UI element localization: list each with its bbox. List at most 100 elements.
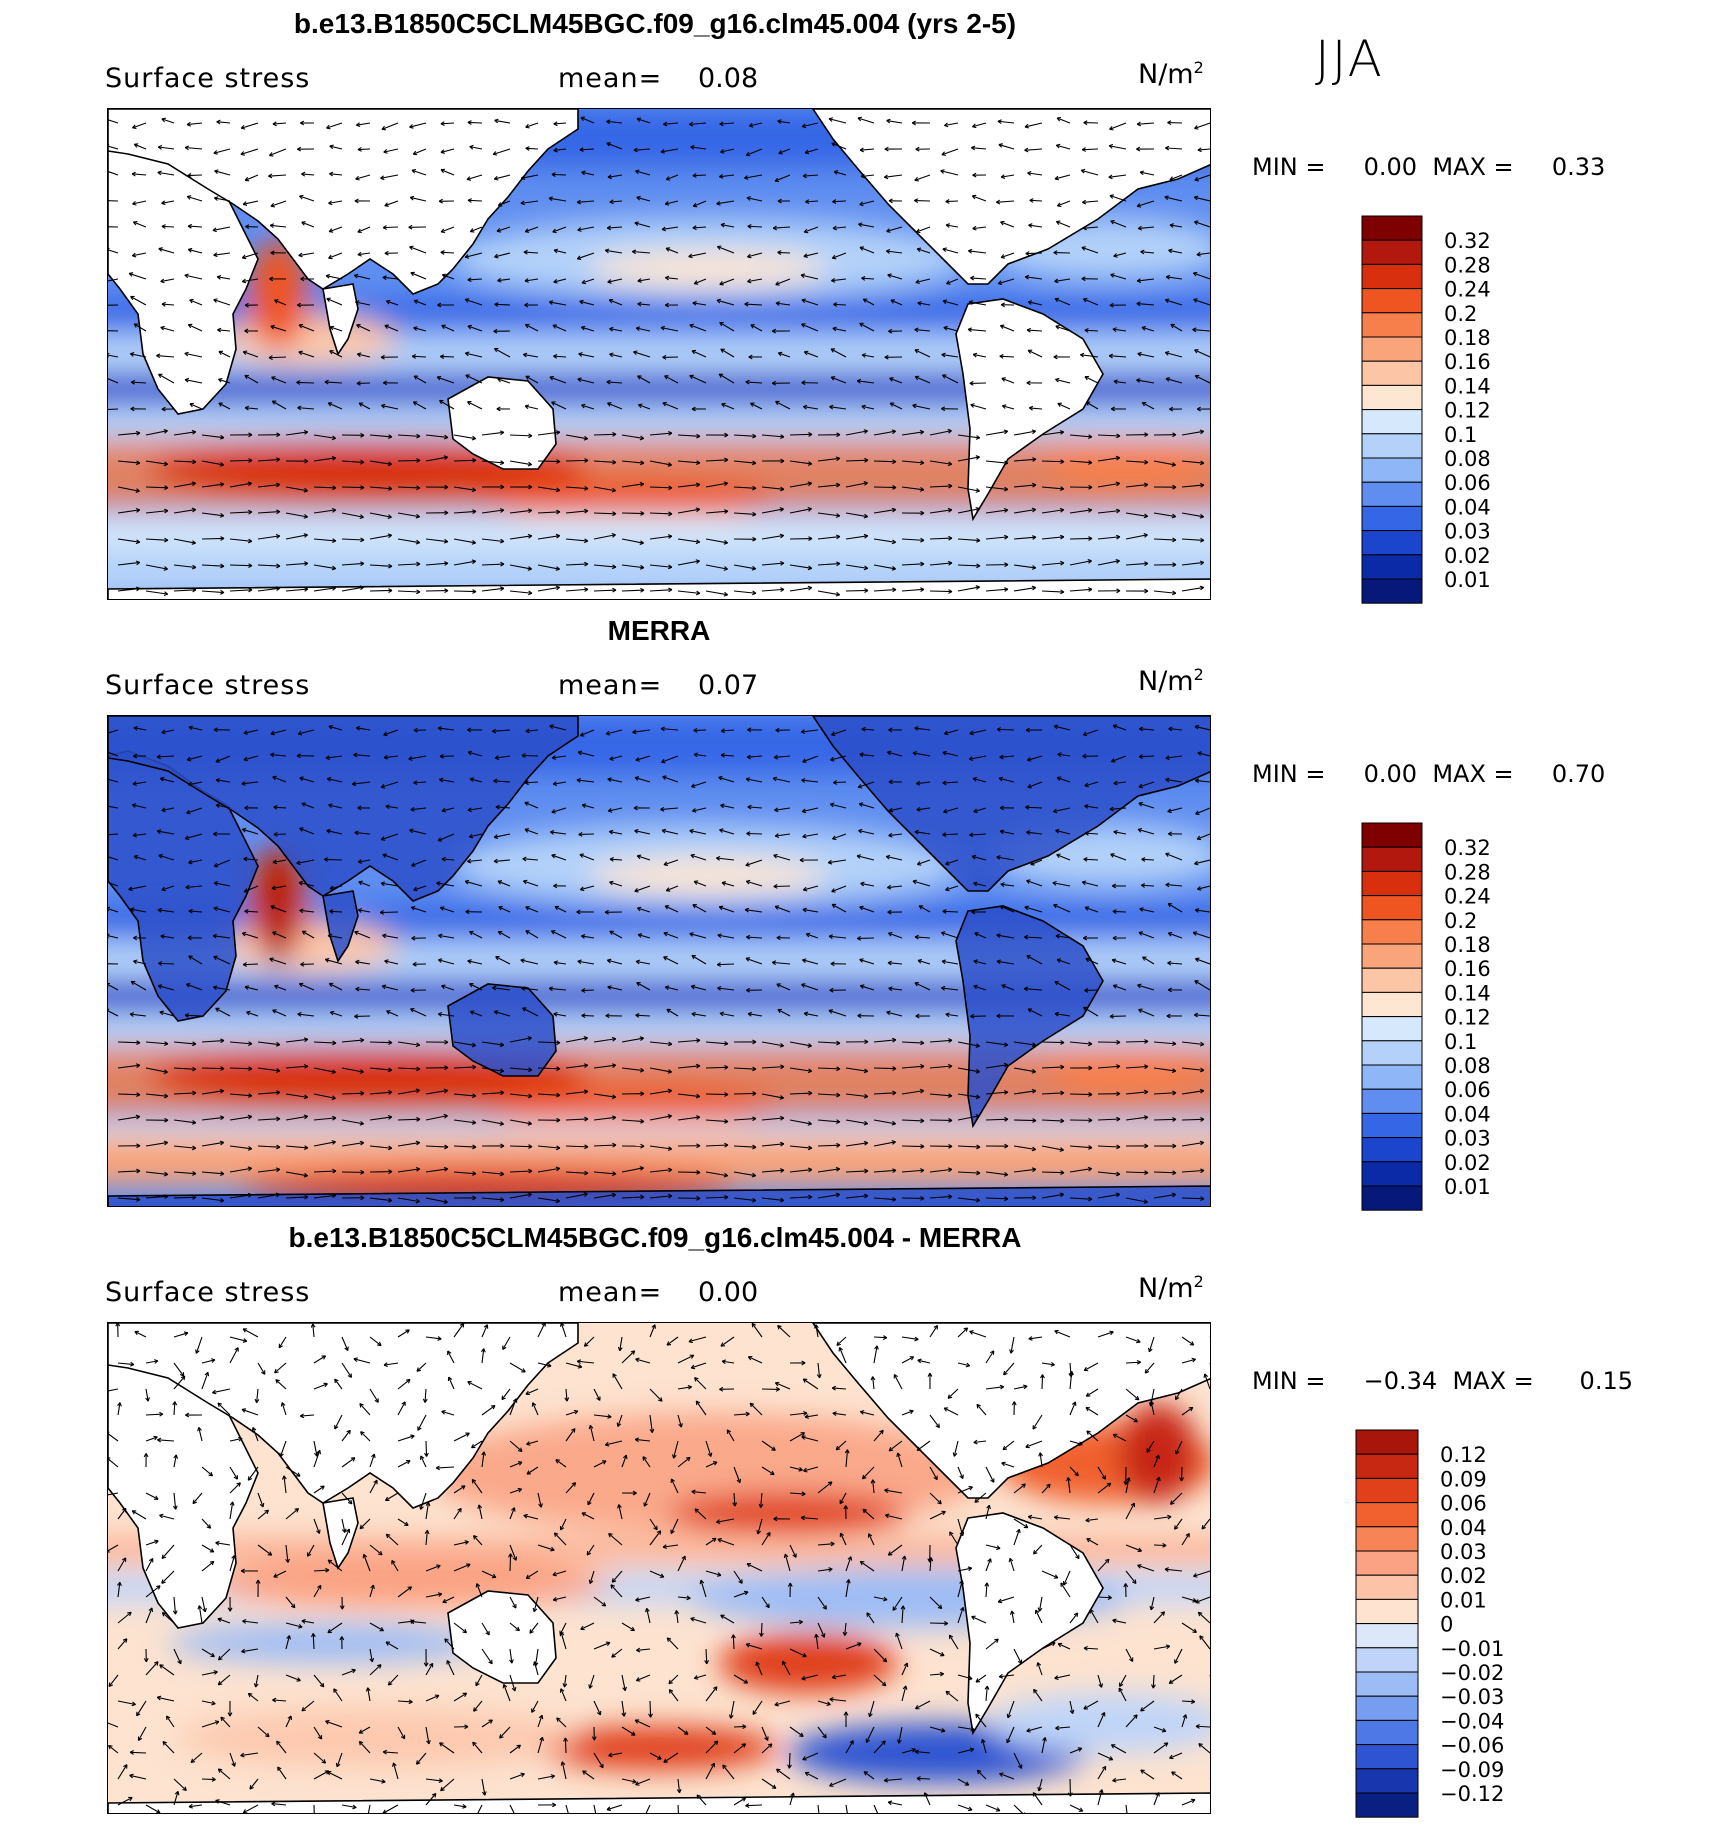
min-max-readout: MIN = 0.00 MAX = 0.70 xyxy=(1252,760,1605,788)
units-label: N/m2 xyxy=(1138,665,1204,697)
colorbar-swatch xyxy=(1362,313,1422,337)
colorbar-swatch xyxy=(1362,1017,1422,1041)
colorbar-tick-label: 0.09 xyxy=(1440,1467,1487,1491)
colorbar-tick-label: 0.16 xyxy=(1444,957,1491,981)
colorbar-tick-label: 0.08 xyxy=(1444,1054,1491,1078)
colorbar-svg: 0.320.280.240.20.180.160.140.120.10.080.… xyxy=(1362,823,1522,1213)
panel-title-text: b.e13.B1850C5CLM45BGC.f09_g16.clm45.004 … xyxy=(294,8,1016,39)
max-value: 0.33 xyxy=(1552,153,1605,181)
colorbar-tick-label: 0.32 xyxy=(1444,229,1491,253)
colorbar-swatch xyxy=(1356,1769,1418,1793)
colorbar-swatch xyxy=(1362,410,1422,434)
colorbar-swatch xyxy=(1362,1186,1422,1210)
colorbar-swatch xyxy=(1356,1551,1418,1575)
colorbar-swatch xyxy=(1362,1041,1422,1065)
colorbar-tick-label: 0.02 xyxy=(1440,1564,1487,1588)
colorbar-swatch xyxy=(1362,992,1422,1016)
colorbar-tick-label: −0.09 xyxy=(1440,1758,1504,1782)
colorbar-tick-label: 0.1 xyxy=(1444,1030,1477,1054)
colorbar-swatch xyxy=(1362,968,1422,992)
colorbar-swatch xyxy=(1362,1089,1422,1113)
panel-title: MERRA xyxy=(0,615,1318,647)
colorbar-swatch xyxy=(1362,944,1422,968)
units-exp: 2 xyxy=(1194,665,1204,684)
colorbar-swatch xyxy=(1356,1696,1418,1720)
colorbar-tick-label: 0.2 xyxy=(1444,909,1477,933)
min-value: −0.34 xyxy=(1364,1367,1438,1395)
colorbar-swatch xyxy=(1356,1624,1418,1648)
colorbar-tick-label: 0.12 xyxy=(1444,1006,1491,1030)
colorbar-tick-label: 0.24 xyxy=(1444,278,1491,302)
colorbar-tick-label: 0.06 xyxy=(1444,1078,1491,1102)
map-model xyxy=(107,108,1211,600)
colorbar-swatch xyxy=(1356,1478,1418,1502)
max-label: MAX = xyxy=(1432,153,1513,181)
colorbar-swatch xyxy=(1362,531,1422,555)
colorbar-swatch xyxy=(1362,823,1422,847)
colorbar-swatch xyxy=(1362,920,1422,944)
panel-merra: MERRA Surface stress mean= 0.07 N/m2 MIN… xyxy=(0,615,1710,1220)
panel-title-text: b.e13.B1850C5CLM45BGC.f09_g16.clm45.004 … xyxy=(289,1222,1022,1253)
colorbar-tick-label: 0.01 xyxy=(1444,1175,1491,1199)
min-label: MIN = xyxy=(1252,760,1325,788)
units-exp: 2 xyxy=(1194,1272,1204,1291)
colorbar-tick-label: 0.16 xyxy=(1444,350,1491,374)
colorbar-tick-label: 0.03 xyxy=(1444,520,1491,544)
mean-value: 0.07 xyxy=(698,670,758,701)
colorbar-swatch xyxy=(1356,1648,1418,1672)
colorbar-tick-label: 0.04 xyxy=(1444,495,1491,519)
max-value: 0.70 xyxy=(1552,760,1605,788)
colorbar-tick-label: 0.18 xyxy=(1444,933,1491,957)
max-value: 0.15 xyxy=(1580,1367,1633,1395)
colorbar-swatch xyxy=(1362,337,1422,361)
units-base: N/m xyxy=(1138,666,1194,697)
colorbar-tick-label: 0.14 xyxy=(1444,981,1491,1005)
colorbar-tick-label: −0.12 xyxy=(1440,1782,1504,1806)
colorbar-svg: 0.320.280.240.20.180.160.140.120.10.080.… xyxy=(1362,216,1522,606)
mean-label: mean= xyxy=(558,670,662,701)
colorbar-tick-label: 0 xyxy=(1440,1613,1453,1637)
mean-value: 0.08 xyxy=(698,63,758,94)
panel-model: b.e13.B1850C5CLM45BGC.f09_g16.clm45.004 … xyxy=(0,8,1710,613)
colorbar-swatch xyxy=(1356,1575,1418,1599)
colorbar-swatch xyxy=(1362,1113,1422,1137)
mean-label: mean= xyxy=(558,63,662,94)
colorbar-swatch xyxy=(1356,1527,1418,1551)
panel-title-text: MERRA xyxy=(608,615,711,646)
min-value: 0.00 xyxy=(1364,760,1417,788)
colorbar-swatch xyxy=(1362,240,1422,264)
colorbar-swatch xyxy=(1362,434,1422,458)
colorbar-swatch xyxy=(1362,361,1422,385)
colorbar-tick-label: 0.24 xyxy=(1444,885,1491,909)
colorbar-tick-label: 0.32 xyxy=(1444,836,1491,860)
units-label: N/m2 xyxy=(1138,58,1204,90)
colorbar-swatch xyxy=(1362,1138,1422,1162)
colorbar-swatch xyxy=(1362,579,1422,603)
panel-title: b.e13.B1850C5CLM45BGC.f09_g16.clm45.004 … xyxy=(0,1222,1310,1254)
map-merra xyxy=(107,715,1211,1207)
colorbar-tick-label: −0.04 xyxy=(1440,1709,1504,1733)
map-svg xyxy=(108,1323,1211,1814)
colorbar-tick-label: 0.1 xyxy=(1444,423,1477,447)
variable-label: Surface stress xyxy=(105,1277,310,1308)
colorbar-swatch xyxy=(1356,1503,1418,1527)
colorbar-tick-label: 0.12 xyxy=(1440,1443,1487,1467)
colorbar-swatch xyxy=(1362,1065,1422,1089)
colorbar-tick-label: 0.04 xyxy=(1444,1102,1491,1126)
min-value: 0.00 xyxy=(1364,153,1417,181)
mean-label: mean= xyxy=(558,1277,662,1308)
colorbar-tick-label: 0.04 xyxy=(1440,1516,1487,1540)
colorbar-tick-label: −0.02 xyxy=(1440,1661,1504,1685)
units-base: N/m xyxy=(1138,1273,1194,1304)
colorbar-tick-label: 0.03 xyxy=(1440,1540,1487,1564)
mean-value: 0.00 xyxy=(698,1277,758,1308)
max-label: MAX = xyxy=(1452,1367,1533,1395)
colorbar-tick-label: −0.03 xyxy=(1440,1685,1504,1709)
panel-title: b.e13.B1850C5CLM45BGC.f09_g16.clm45.004 … xyxy=(0,8,1310,40)
colorbar-swatch xyxy=(1356,1599,1418,1623)
colorbar-swatch xyxy=(1356,1672,1418,1696)
min-label: MIN = xyxy=(1252,153,1325,181)
min-max-readout: MIN = −0.34 MAX = 0.15 xyxy=(1252,1367,1633,1395)
